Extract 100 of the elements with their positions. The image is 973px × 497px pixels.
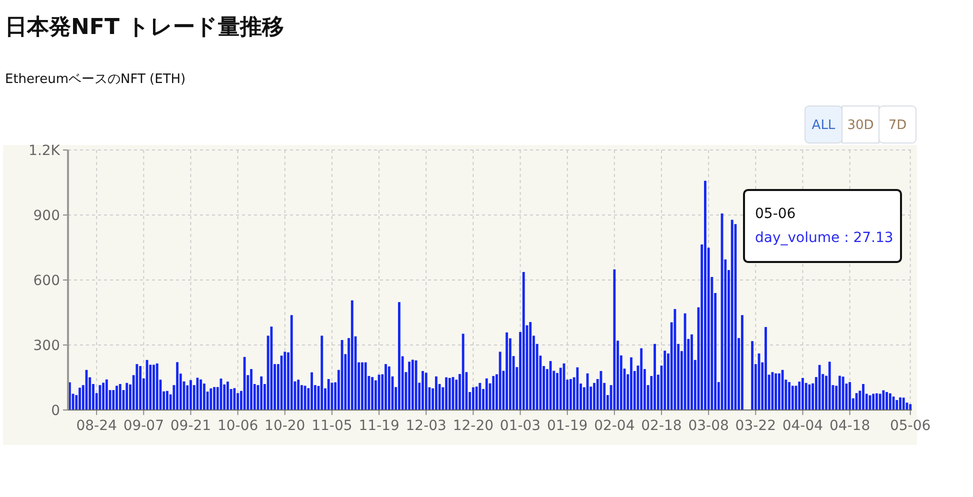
bar [290,315,293,410]
bar [485,378,488,410]
bar [771,372,774,410]
x-tick-label: 10-06 [217,418,258,434]
bar [126,382,128,410]
x-tick-label: 03-08 [688,418,729,434]
y-tick-label: 0 [51,403,60,419]
x-tick-label: 09-07 [123,418,164,434]
bar [808,384,811,410]
bar [226,382,229,410]
bar [882,390,885,410]
bar [233,388,236,410]
x-tick-label: 12-20 [452,418,494,434]
bar [371,377,374,410]
bar [842,376,844,410]
bar [828,362,831,410]
bar [78,388,81,410]
bar [152,364,155,410]
bar [304,386,306,410]
bar [878,394,882,410]
x-tick-label: 04-18 [829,418,870,434]
x-tick-label: 02-18 [641,418,682,434]
bar [310,372,313,410]
bar [788,382,790,410]
bar [664,350,666,410]
text: 7D [888,118,907,133]
bar [98,385,102,410]
bar [297,380,300,410]
bar [630,357,632,410]
text: ALL [812,118,836,133]
bar [202,384,206,410]
bar [781,370,784,410]
x-tick-label: 03-22 [735,418,776,434]
bar [284,352,286,410]
bar [764,327,767,410]
bar [886,392,888,410]
bar [862,384,864,410]
bar [690,334,693,410]
x-tick-label: 09-21 [170,418,212,434]
bar [529,322,532,410]
bar [139,366,142,410]
bar [434,376,438,410]
bar [422,371,424,410]
bar [105,379,108,410]
bar [909,404,912,410]
bar [522,272,525,410]
bar [200,379,202,410]
annotation: 05-06 day_volume : 27.13 [755,206,894,246]
bar [260,376,263,410]
bar [888,393,892,410]
bar [250,369,252,410]
x-tick-label: 11-05 [312,418,352,434]
bar [798,382,801,410]
bar [213,387,216,410]
bar [569,379,572,410]
bar [613,269,616,410]
chart-subtitle: EthereumベースのNFT (ETH) [5,72,186,87]
bar [156,363,158,410]
bar [320,336,324,410]
bar [774,373,778,410]
bar [424,372,428,410]
bar [462,334,464,410]
bar [704,180,706,410]
bar [398,302,400,410]
bar [740,315,744,410]
bar [872,394,875,410]
x-tick-label: 12-03 [406,418,446,434]
bar [384,364,387,410]
y-tick-label: 300 [33,338,60,354]
bar [778,373,780,410]
bar [559,368,562,410]
bar [498,352,502,410]
bar [654,344,656,410]
bar [210,388,212,410]
bar [411,360,414,410]
bar [902,398,905,410]
bar [791,386,794,410]
bar [270,326,273,410]
bar [340,340,344,410]
bar [102,382,105,410]
bar [472,387,474,410]
x-tick-label: 11-19 [358,418,400,434]
text: 30D [847,118,874,133]
bar [751,341,754,410]
bar [166,390,168,410]
bar [640,348,643,410]
x-tick-label: 08-24 [76,418,118,434]
bar [116,386,118,410]
bar [506,332,508,410]
bar [350,300,354,410]
bar [730,220,734,410]
bar [408,362,411,410]
y-tick-label: 900 [33,208,60,224]
y-tick-label: 1.2K [28,143,61,159]
x-tick-label: 02-04 [594,418,635,434]
x-tick-label: 01-19 [546,418,588,434]
bar [899,397,902,410]
bar [176,362,178,410]
bar [364,362,367,410]
bar [802,378,804,410]
